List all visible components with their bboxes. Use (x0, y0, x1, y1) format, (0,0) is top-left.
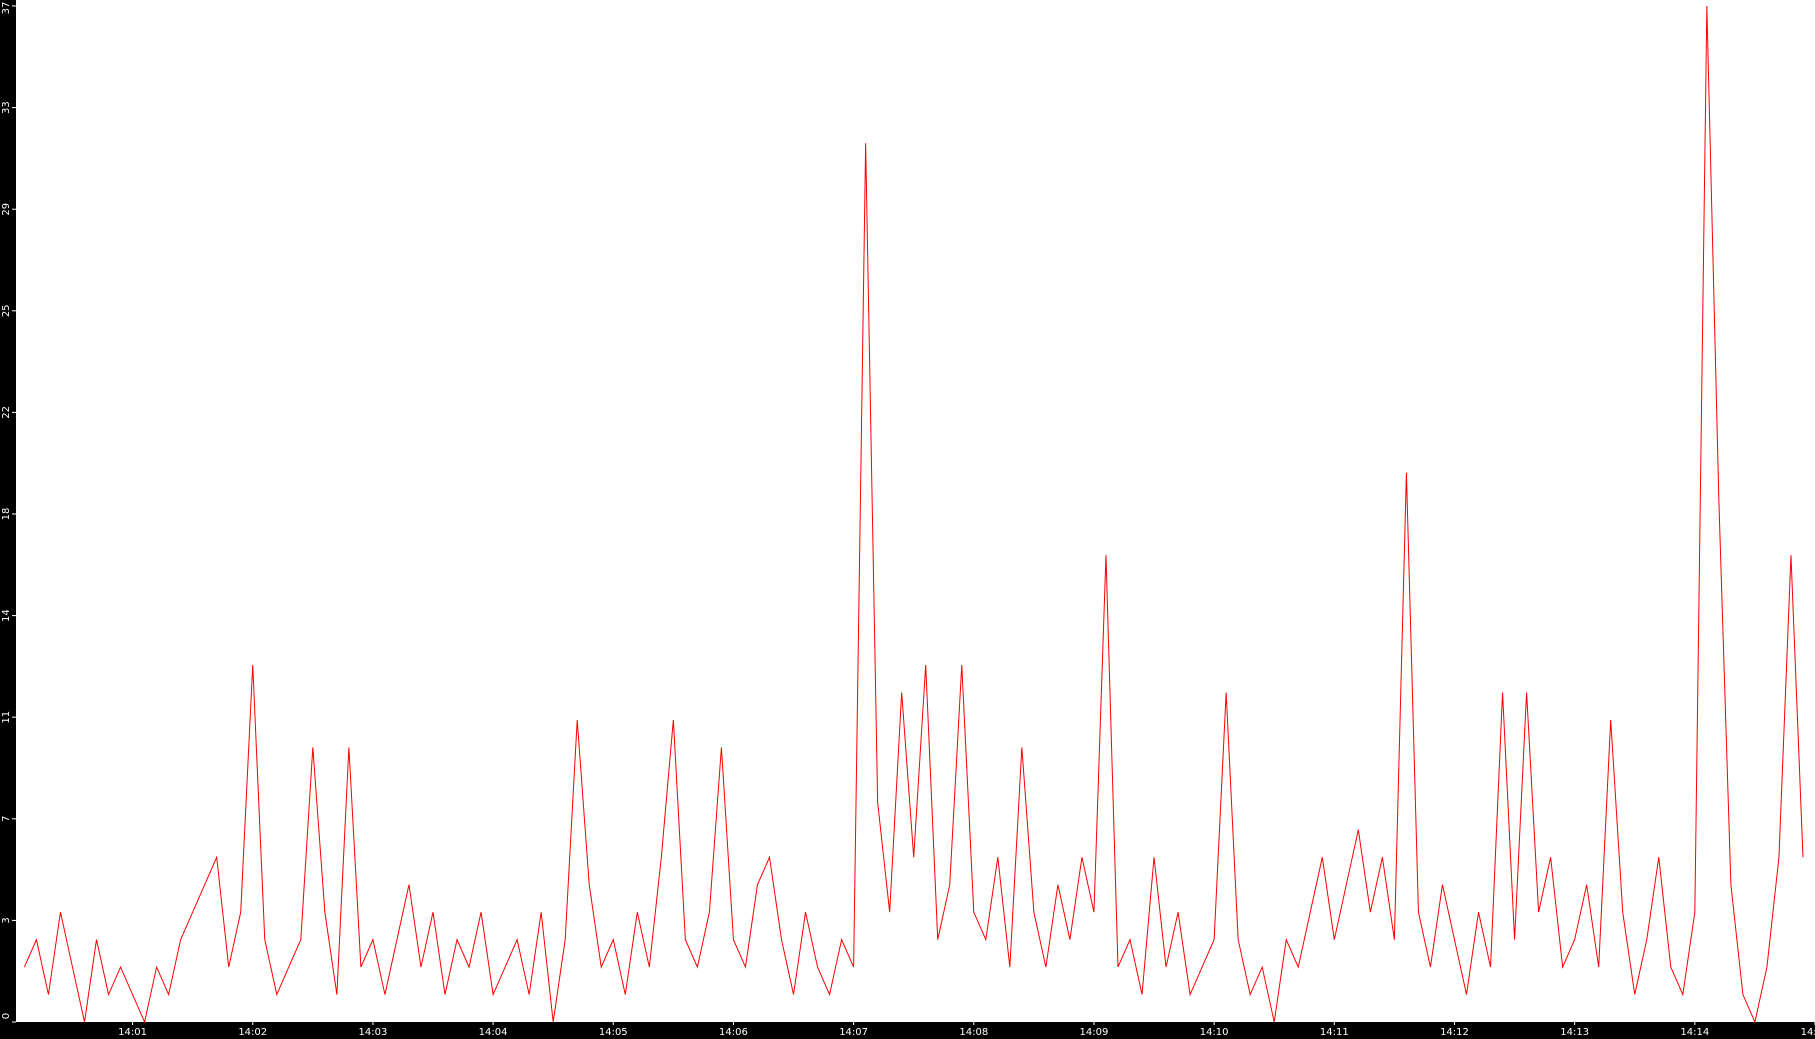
x-tick-label: 14:13 (1560, 1027, 1589, 1038)
x-tick-label: 14:01 (118, 1027, 147, 1038)
x-tick-label: 14:02 (238, 1027, 267, 1038)
y-tick-label: 0 (1, 1013, 12, 1019)
x-tick-label: 14:10 (1200, 1027, 1229, 1038)
y-tick-label: 22 (1, 406, 12, 419)
x-tick-label: 14:05 (599, 1027, 628, 1038)
x-tick-label: 14:04 (479, 1027, 508, 1038)
series-line (23, 5, 1804, 1024)
y-tick-label: 33 (1, 101, 12, 114)
x-tick-label: 14:14 (1680, 1027, 1709, 1038)
y-tick-label: 3 (1, 917, 12, 923)
x-tick-label: 14:07 (839, 1027, 868, 1038)
y-tick-label: 7 (1, 816, 12, 822)
x-tick-label: 14:09 (1080, 1027, 1109, 1038)
y-tick-label: 14 (1, 609, 12, 622)
x-tick-label: 14:12 (1440, 1027, 1469, 1038)
x-tick-label: 14:15 (1801, 1027, 1815, 1038)
x-axis-strip (0, 1022, 1815, 1039)
y-tick-label: 37 (1, 2, 12, 15)
y-tick-label: 29 (1, 203, 12, 216)
x-tick-label: 14:11 (1320, 1027, 1349, 1038)
y-tick-label: 11 (1, 711, 12, 724)
x-tick-label: 14:03 (359, 1027, 388, 1038)
y-axis-strip (0, 0, 16, 1039)
y-tick-label: 18 (1, 508, 12, 521)
y-tick-label: 25 (1, 304, 12, 317)
x-tick-label: 14:08 (959, 1027, 988, 1038)
x-tick-label: 14:06 (719, 1027, 748, 1038)
